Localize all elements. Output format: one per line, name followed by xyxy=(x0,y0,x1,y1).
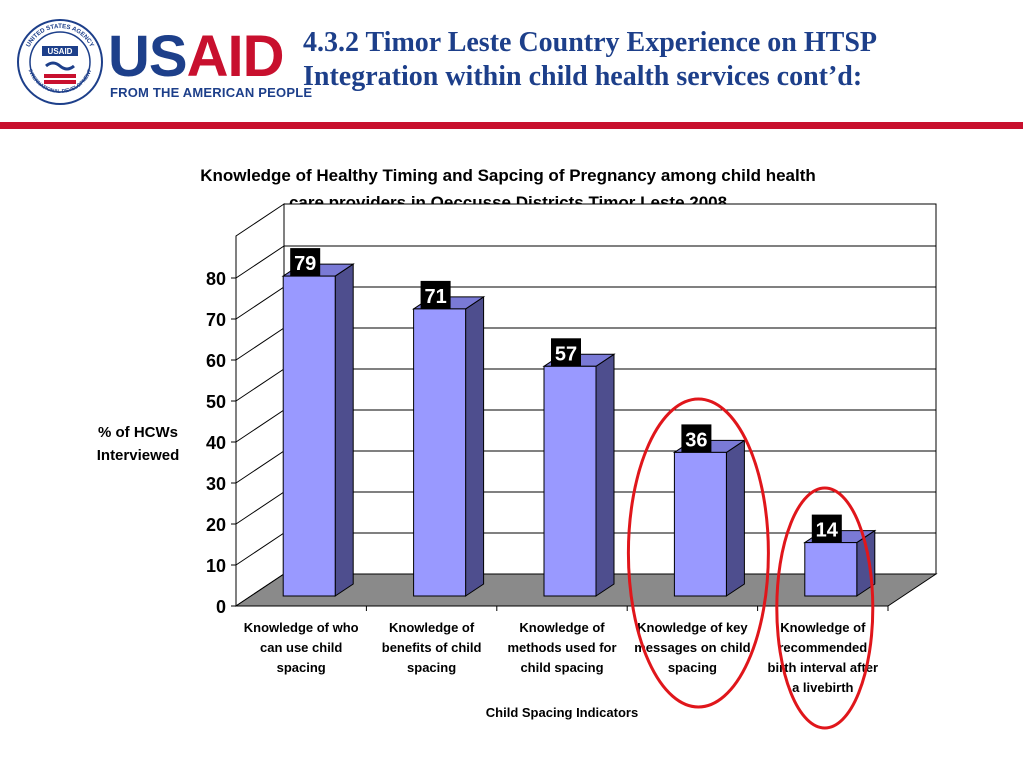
data-label-bg xyxy=(290,248,321,277)
x-tick-label-line: birth interval after xyxy=(768,660,879,675)
seal-center-text: USAID xyxy=(48,47,73,56)
gridline xyxy=(235,245,936,279)
x-tick-label-line: Knowledge of xyxy=(780,620,866,635)
data-label-bg xyxy=(811,514,842,543)
y-tick-label: 80 xyxy=(206,269,226,289)
x-tick-label-line: Knowledge of xyxy=(389,620,475,635)
bar-chart: Knowledge of Healthy Timing and Sapcing … xyxy=(97,166,938,730)
x-tick-label-line: benefits of child xyxy=(382,640,482,655)
data-label: 14 xyxy=(816,520,839,542)
x-tick-label-line: can use child xyxy=(260,640,342,655)
x-axis-label: Child Spacing Indicators xyxy=(486,705,638,720)
y-tick-label: 0 xyxy=(216,597,226,617)
data-label-bg xyxy=(420,280,451,309)
slide-title: 4.3.2 Timor Leste Country Experience on … xyxy=(303,26,1003,94)
bar xyxy=(413,308,467,597)
bar xyxy=(282,275,336,597)
slide-title-line-1: 4.3.2 Timor Leste Country Experience on … xyxy=(303,27,877,58)
highlight-circle xyxy=(626,397,770,709)
x-tick-label: Knowledge of key messages on child spacing xyxy=(634,620,750,675)
bar xyxy=(673,451,727,597)
data-label: 71 xyxy=(424,286,446,308)
x-tick-label-line: a livebirth xyxy=(792,680,853,695)
logo-tagline: FROM THE AMERICAN PEOPLE xyxy=(110,85,313,100)
y-tick-label: 40 xyxy=(206,433,226,453)
data-label-bg xyxy=(551,338,581,367)
data-label: 79 xyxy=(294,253,316,275)
slide-header: UNITED STATES AGENCY INTERNATIONAL DEVEL… xyxy=(0,0,1023,130)
bar-side xyxy=(465,295,485,597)
highlight-circle xyxy=(775,486,875,730)
usaid-logo: USAID xyxy=(108,28,284,86)
data-label: 36 xyxy=(685,429,707,451)
x-tick-label-line: Knowledge of xyxy=(519,620,605,635)
y-tick-label: 10 xyxy=(206,556,226,576)
x-tick-label-line: Knowledge of key xyxy=(637,620,748,635)
bar xyxy=(804,542,858,597)
x-tick-label: Knowledge of recommended birth interval af… xyxy=(768,620,879,695)
usaid-seal-icon: UNITED STATES AGENCY INTERNATIONAL DEVEL… xyxy=(17,19,103,105)
x-tick-label-line: spacing xyxy=(277,660,326,675)
chart-title-line-1: Knowledge of Healthy Timing and Sapcing … xyxy=(200,166,816,185)
x-tick-label-line: spacing xyxy=(407,660,456,675)
logo-us: US xyxy=(108,24,188,89)
x-tick-label: Knowledge of benefits of child spacing xyxy=(382,620,482,675)
header-divider xyxy=(0,122,1023,129)
logo-aid: AID xyxy=(186,24,285,89)
side-wall xyxy=(235,203,285,607)
y-tick-label: 50 xyxy=(206,392,226,412)
slide-title-line-2: Integration within child health services… xyxy=(303,61,863,92)
y-tick-label: 70 xyxy=(206,310,226,330)
x-tick-label-line: messages on child xyxy=(634,640,750,655)
x-tick-label-line: spacing xyxy=(668,660,717,675)
x-tick-label-line: child spacing xyxy=(520,660,603,675)
x-tick-label-line: Knowledge of who xyxy=(244,620,359,635)
x-tick-label: Knowledge of who can use child spacing xyxy=(244,620,359,675)
x-tick-label-line: recommended xyxy=(778,640,867,655)
data-label: 57 xyxy=(555,343,577,365)
data-label-bg xyxy=(681,424,712,453)
y-tick-label: 20 xyxy=(206,515,226,535)
bar-side xyxy=(725,439,745,597)
x-tick-label: Knowledge of methods used for child spacin… xyxy=(507,620,616,675)
x-tick-label-line: methods used for xyxy=(507,640,616,655)
bar-side xyxy=(334,263,354,597)
bar xyxy=(543,365,597,597)
bar-side xyxy=(595,353,615,597)
y-axis-label-line-2: Interviewed xyxy=(97,447,180,464)
y-axis-label-line-1: % of HCWs xyxy=(98,424,178,441)
plot-area: 0 10 20 30 40 50 60 70 80 79 Knowledge of who can u… xyxy=(206,203,938,730)
y-tick-label: 30 xyxy=(206,474,226,494)
y-tick-label: 60 xyxy=(206,351,226,371)
